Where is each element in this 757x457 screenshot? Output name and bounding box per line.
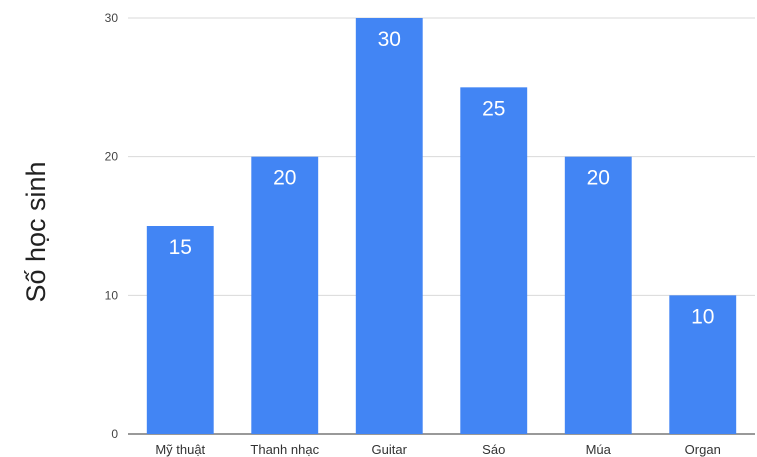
data-label: 15 bbox=[169, 236, 192, 259]
y-tick-label: 20 bbox=[105, 150, 119, 164]
x-tick-label: Mỹ thuật bbox=[155, 442, 205, 457]
bar bbox=[355, 18, 423, 434]
data-label: 30 bbox=[378, 28, 401, 51]
bar bbox=[564, 156, 632, 434]
bar bbox=[146, 226, 214, 434]
bar bbox=[251, 156, 319, 434]
bar bbox=[669, 295, 737, 434]
data-label: 20 bbox=[273, 167, 296, 190]
y-axis-ticks: 0 10 20 30 bbox=[105, 11, 119, 441]
y-tick-label: 30 bbox=[105, 11, 119, 25]
y-axis-title: Số học sinh bbox=[21, 161, 51, 302]
x-tick-label: Guitar bbox=[372, 442, 408, 457]
x-tick-label: Organ bbox=[685, 442, 721, 457]
y-tick-label: 0 bbox=[111, 427, 118, 441]
bars bbox=[146, 18, 737, 434]
data-label: 25 bbox=[482, 97, 505, 120]
data-label: 10 bbox=[691, 305, 714, 328]
bar bbox=[460, 87, 528, 434]
x-axis-categories: Mỹ thuật Thanh nhạc Guitar Sáo Múa Organ bbox=[155, 442, 721, 457]
data-labels: 15 20 30 25 20 10 bbox=[169, 28, 715, 328]
x-tick-label: Sáo bbox=[482, 442, 505, 457]
data-label: 20 bbox=[587, 167, 610, 190]
y-tick-label: 10 bbox=[105, 288, 119, 302]
x-tick-label: Thanh nhạc bbox=[250, 442, 319, 457]
x-tick-label: Múa bbox=[586, 442, 612, 457]
grid-lines bbox=[128, 17, 755, 435]
